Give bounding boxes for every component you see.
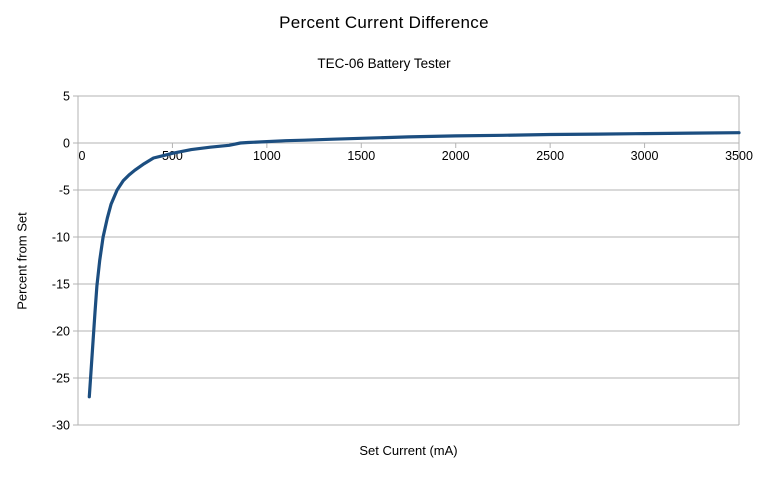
x-tick-label: 2000 xyxy=(442,149,470,163)
y-tick-label: -30 xyxy=(52,419,70,433)
y-tick-label: 5 xyxy=(63,90,70,104)
chart-subtitle: TEC-06 Battery Tester xyxy=(317,56,451,71)
chart-title: Percent Current Difference xyxy=(279,13,489,32)
y-tick-label: -20 xyxy=(52,325,70,339)
y-tick-label: 0 xyxy=(63,137,70,151)
x-tick-label: 1500 xyxy=(347,149,375,163)
x-axis-title: Set Current (mA) xyxy=(359,443,458,458)
y-tick-label: -25 xyxy=(52,372,70,386)
x-tick-label: 1000 xyxy=(253,149,281,163)
y-tick-label: -5 xyxy=(59,184,70,198)
y-tick-label: -15 xyxy=(52,278,70,292)
y-tick-label: -10 xyxy=(52,231,70,245)
x-tick-label: 3500 xyxy=(725,149,753,163)
series-line xyxy=(87,131,741,399)
x-tick-label: 3000 xyxy=(631,149,659,163)
x-tick-label: 2500 xyxy=(536,149,564,163)
x-tick-label: 0 xyxy=(79,149,86,163)
